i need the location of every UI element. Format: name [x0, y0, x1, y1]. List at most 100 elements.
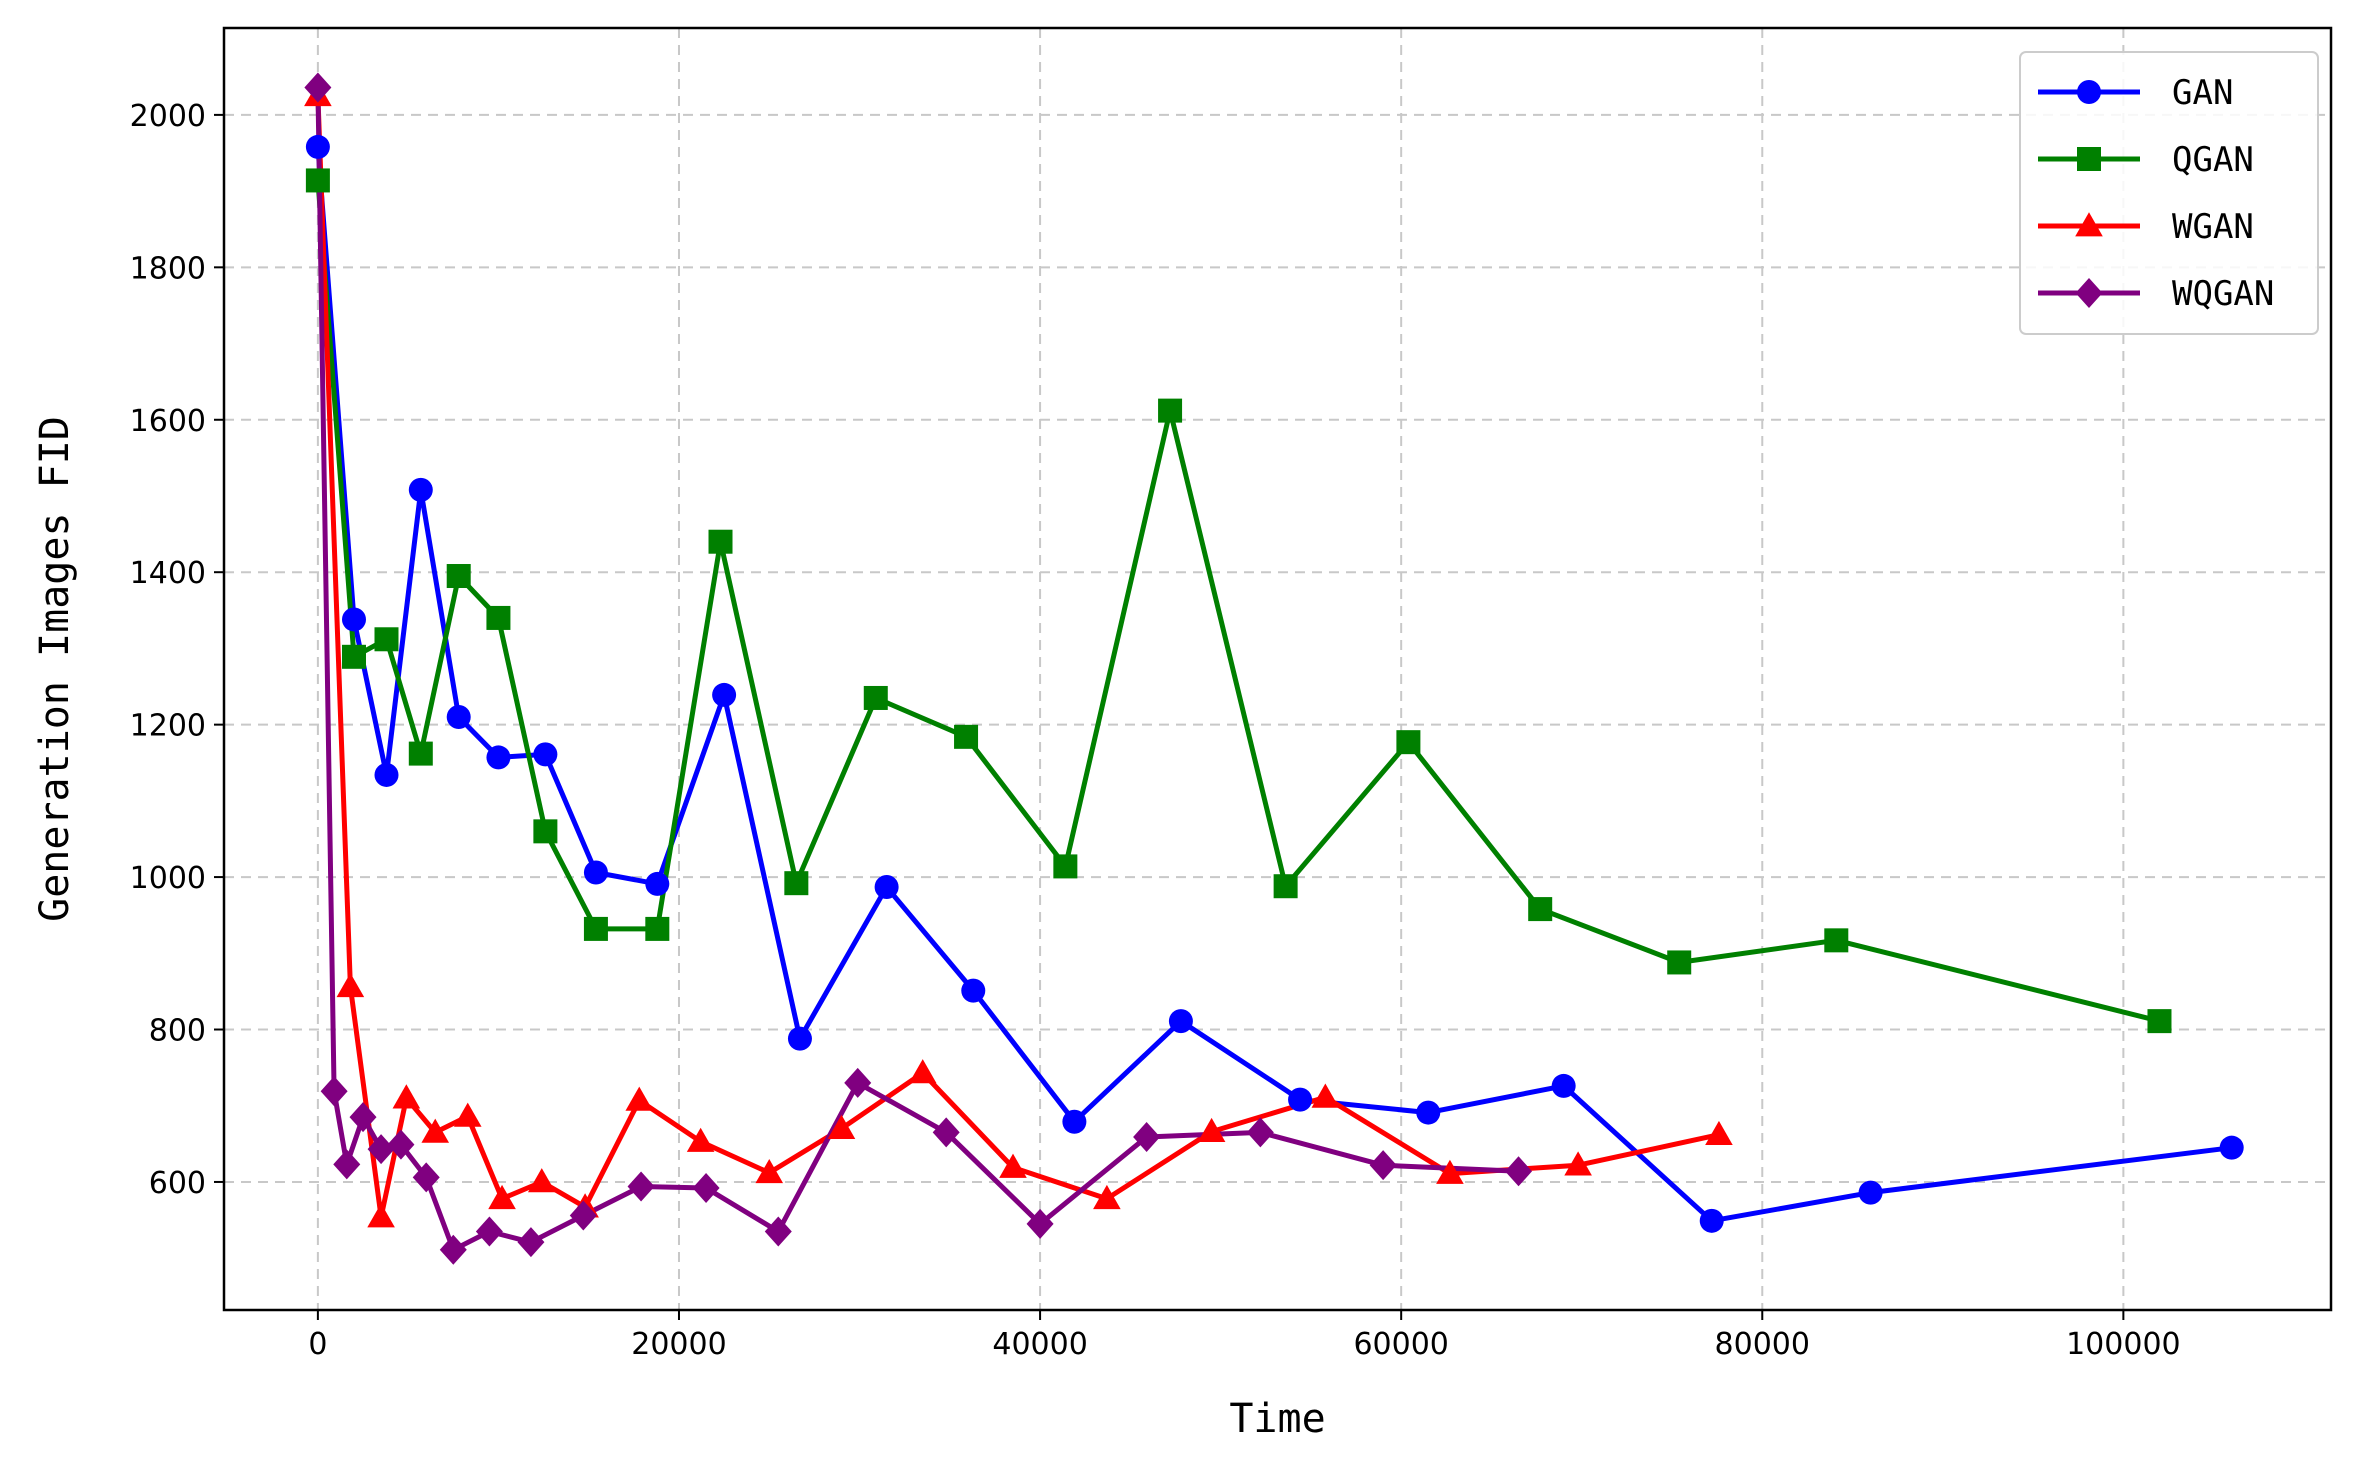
wgan-data-point	[908, 1059, 937, 1084]
legend-marker	[2075, 212, 2103, 237]
legend-marker	[2075, 278, 2103, 308]
qgan-data-point	[1824, 928, 1849, 953]
legend-label: WGAN	[2172, 207, 2254, 247]
wqgan-data-point	[412, 1162, 440, 1193]
gan-data-point	[1699, 1208, 1724, 1233]
qgan-data-point	[954, 724, 979, 749]
x-tick-label: 100000	[2066, 1327, 2181, 1362]
gan-series-points	[305, 134, 2244, 1233]
gan-data-point	[2219, 1135, 2244, 1160]
wgan-data-point	[1197, 1117, 1226, 1142]
grid-lines	[224, 28, 2331, 1310]
wgan-data-point	[827, 1114, 856, 1139]
gan-data-point	[408, 477, 433, 502]
legend-item-wqgan: WQGAN	[2038, 274, 2274, 314]
qgan-data-point	[408, 741, 433, 766]
qgan-data-point	[645, 916, 670, 941]
wqgan-data-point	[1369, 1150, 1397, 1181]
legend-item-wgan: WGAN	[2038, 207, 2254, 247]
gan-data-point	[533, 742, 558, 767]
wgan-data-point	[527, 1168, 556, 1193]
wqgan-data-point	[320, 1076, 348, 1107]
legend-item-qgan: QGAN	[2038, 140, 2254, 180]
x-tick-label: 60000	[1353, 1327, 1448, 1362]
qgan-series-points	[305, 168, 2172, 1034]
qgan-data-point	[1158, 398, 1183, 423]
wgan-data-point	[1093, 1184, 1121, 1210]
wgan-data-point	[1705, 1120, 1733, 1146]
wgan-data-point	[1311, 1083, 1340, 1108]
wqgan-data-point	[1133, 1121, 1161, 1152]
gan-data-point	[341, 607, 366, 632]
wqgan-data-point	[1026, 1208, 1054, 1239]
y-tick-label: 2000	[130, 99, 206, 134]
y-tick-label: 1400	[130, 556, 206, 591]
wqgan-data-point	[387, 1129, 415, 1160]
gan-data-point	[1551, 1073, 1576, 1098]
y-tick-label: 1000	[130, 861, 206, 896]
wqgan-data-point	[367, 1134, 395, 1165]
x-axis-ticks: 0 20000 40000 60000 80000 100000	[308, 1310, 2181, 1362]
y-axis-label: Generation Images FID	[32, 416, 78, 922]
qgan-data-point	[1273, 874, 1298, 899]
wqgan-data-point	[1246, 1117, 1274, 1148]
wgan-data-point	[1436, 1159, 1464, 1184]
wgan-data-point	[488, 1184, 516, 1210]
wqgan-data-point	[627, 1171, 655, 1202]
gan-data-point	[305, 134, 330, 159]
wgan-data-point	[755, 1159, 784, 1184]
x-tick-label: 80000	[1715, 1327, 1810, 1362]
qgan-data-point	[341, 644, 366, 669]
gan-data-point	[1288, 1087, 1313, 1112]
qgan-data-point	[374, 627, 399, 652]
legend-label: WQGAN	[2172, 274, 2274, 314]
qgan-data-point	[533, 819, 558, 844]
wqgan-data-point	[439, 1234, 467, 1265]
x-tick-label: 0	[308, 1327, 327, 1362]
legend-label: GAN	[2172, 73, 2233, 113]
qgan-data-point	[583, 916, 608, 941]
y-tick-label: 1800	[130, 251, 206, 286]
wqgan-data-point	[844, 1067, 872, 1098]
qgan-data-point	[1667, 950, 1692, 975]
gan-data-point	[1168, 1009, 1193, 1034]
legend-marker	[2077, 80, 2101, 104]
qgan-data-point	[446, 564, 471, 589]
wgan-data-point	[367, 1203, 395, 1228]
wqgan-data-point	[692, 1173, 720, 1204]
qgan-data-point	[784, 871, 809, 896]
gan-data-point	[1858, 1180, 1883, 1205]
wqgan-data-point	[517, 1227, 545, 1258]
y-axis-ticks: 600 800 1000 1200 1400 1600 1800 2000	[130, 99, 224, 1201]
x-tick-label: 20000	[631, 1327, 726, 1362]
x-axis-label: Time	[1229, 1396, 1325, 1442]
series-markers	[304, 72, 2244, 1265]
wgan-data-point	[999, 1153, 1027, 1178]
wqgan-data-point	[349, 1102, 377, 1133]
wqgan-data-point	[932, 1117, 960, 1148]
gan-data-point	[712, 682, 737, 707]
wgan-data-point	[1564, 1151, 1592, 1176]
y-tick-label: 600	[149, 1166, 206, 1201]
gan-data-point	[645, 871, 670, 896]
y-tick-label: 1600	[130, 404, 206, 439]
gan-data-point	[787, 1026, 812, 1051]
qgan-data-point	[708, 529, 733, 554]
y-tick-label: 800	[149, 1014, 206, 1049]
gan-data-point	[583, 860, 608, 885]
gan-data-point	[486, 745, 511, 770]
qgan-data-point	[305, 168, 330, 193]
legend-marker	[2077, 147, 2101, 171]
wgan-data-point	[686, 1127, 715, 1152]
legend-box	[2019, 51, 2319, 335]
wqgan-data-point	[475, 1216, 503, 1247]
wgan-series-points	[304, 82, 1733, 1228]
plot-area-frame	[222, 26, 2333, 1312]
wgan-data-point	[421, 1118, 450, 1143]
qgan-data-point	[863, 685, 888, 710]
x-tick-label: 40000	[992, 1327, 1087, 1362]
wqgan-data-point	[764, 1216, 792, 1247]
qgan-data-point	[2147, 1009, 2172, 1034]
gan-data-point	[874, 874, 899, 899]
wqgan-data-point	[304, 72, 332, 103]
